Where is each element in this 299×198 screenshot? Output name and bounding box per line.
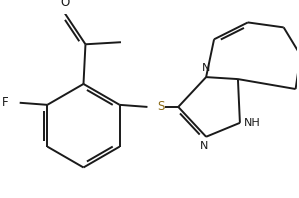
Text: O: O (60, 0, 69, 10)
Text: S: S (157, 100, 165, 113)
Text: N: N (200, 141, 208, 151)
Text: NH: NH (244, 118, 261, 128)
Text: N: N (202, 63, 210, 73)
Text: F: F (2, 96, 9, 109)
